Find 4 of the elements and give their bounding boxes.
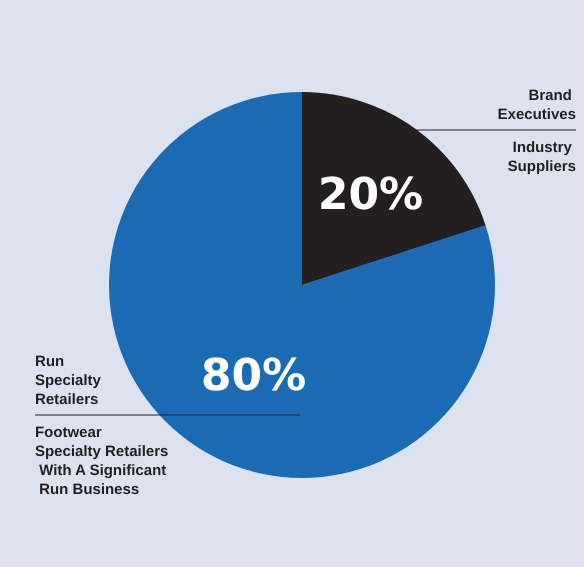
slice-label: Brand Executives Industry Suppliers [498,87,576,175]
data-label: 80% [200,350,306,401]
slice-label: Run Specialty Retailers Footwear Specialty Retailers With A Significant Run Business [35,353,168,498]
data-label: 20% [318,169,424,220]
